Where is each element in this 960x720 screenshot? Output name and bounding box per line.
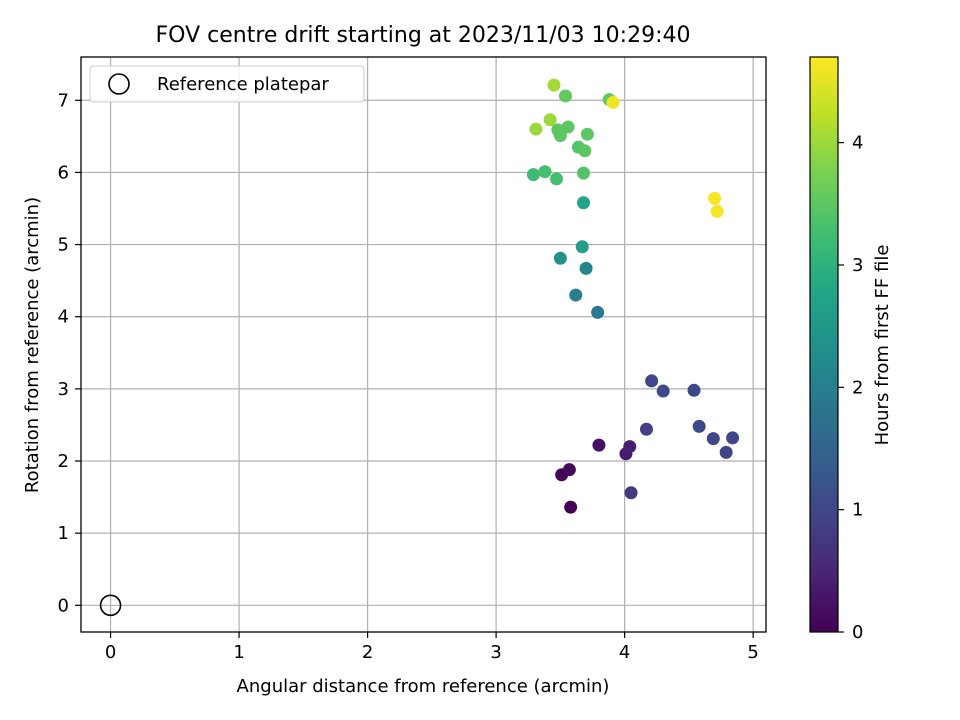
data-point [550, 172, 564, 186]
data-point [559, 89, 573, 103]
data-point [578, 144, 592, 158]
data-point [579, 261, 593, 275]
data-point [526, 168, 540, 182]
x-tick-label: 3 [490, 642, 501, 663]
data-point [538, 165, 552, 179]
y-axis-ticks: 0 1 2 3 4 5 6 7 [58, 90, 81, 616]
y-axis-label: Rotation from reference (arcmin) [22, 197, 43, 493]
legend-entry-label: Reference platepar [157, 74, 329, 95]
colorbar-tick-label: 3 [852, 255, 863, 276]
data-point [692, 419, 706, 433]
data-point [592, 438, 606, 452]
data-point [687, 383, 701, 397]
y-tick-label: 5 [58, 235, 69, 256]
x-tick-label: 2 [362, 642, 373, 663]
data-point [561, 120, 575, 134]
reference-marker-group [99, 594, 122, 617]
data-point [569, 288, 583, 302]
x-tick-label: 4 [619, 642, 630, 663]
legend: Reference platepar [89, 65, 365, 103]
data-point [706, 432, 720, 446]
data-point [591, 305, 605, 319]
x-tick-label: 5 [747, 642, 758, 663]
data-point [639, 422, 653, 436]
x-tick-label: 1 [233, 642, 244, 663]
data-point [564, 500, 578, 514]
legend-box [89, 65, 365, 103]
colorbar-tick-label: 1 [852, 500, 863, 521]
data-point [710, 204, 724, 218]
data-point [553, 251, 567, 265]
x-axis-ticks: 0 1 2 3 4 5 [105, 632, 759, 663]
data-point [623, 440, 637, 454]
data-point [645, 374, 659, 388]
colorbar-tick-label: 4 [852, 133, 863, 154]
y-tick-label: 6 [58, 162, 69, 183]
x-axis-label: Angular distance from reference (arcmin) [237, 676, 610, 697]
data-point [575, 240, 589, 254]
data-point [719, 445, 733, 459]
data-point [543, 113, 557, 127]
colorbar-tick-label: 2 [852, 377, 863, 398]
legend-reference-marker [108, 73, 130, 95]
data-point [580, 127, 594, 141]
data-point [577, 196, 591, 210]
colorbar: 0 1 2 3 4 Hours from first FF file [809, 56, 893, 643]
data-point [726, 431, 740, 445]
colorbar-gradient [809, 56, 839, 633]
colorbar-tick-label: 0 [852, 622, 863, 643]
y-tick-label: 4 [58, 307, 69, 328]
y-tick-label: 2 [58, 451, 69, 472]
data-point [551, 123, 565, 137]
y-tick-label: 0 [58, 595, 69, 616]
plot-frame [80, 56, 767, 633]
data-point [562, 463, 576, 477]
chart-title: FOV centre drift starting at 2023/11/03 … [156, 23, 691, 48]
data-point [624, 486, 638, 500]
y-tick-label: 7 [58, 90, 69, 111]
data-points [526, 78, 740, 514]
data-point [606, 95, 620, 109]
grid-lines [81, 57, 766, 632]
colorbar-ticks: 0 1 2 3 4 [838, 133, 863, 643]
y-tick-label: 3 [58, 379, 69, 400]
data-point [577, 166, 591, 180]
x-tick-label: 0 [105, 642, 116, 663]
data-point [529, 122, 543, 136]
colorbar-label: Hours from first FF file [872, 245, 893, 446]
data-point [656, 384, 670, 398]
data-point [547, 78, 561, 92]
y-tick-label: 1 [58, 523, 69, 544]
data-point [708, 191, 722, 205]
reference-platepar-marker [99, 594, 122, 617]
